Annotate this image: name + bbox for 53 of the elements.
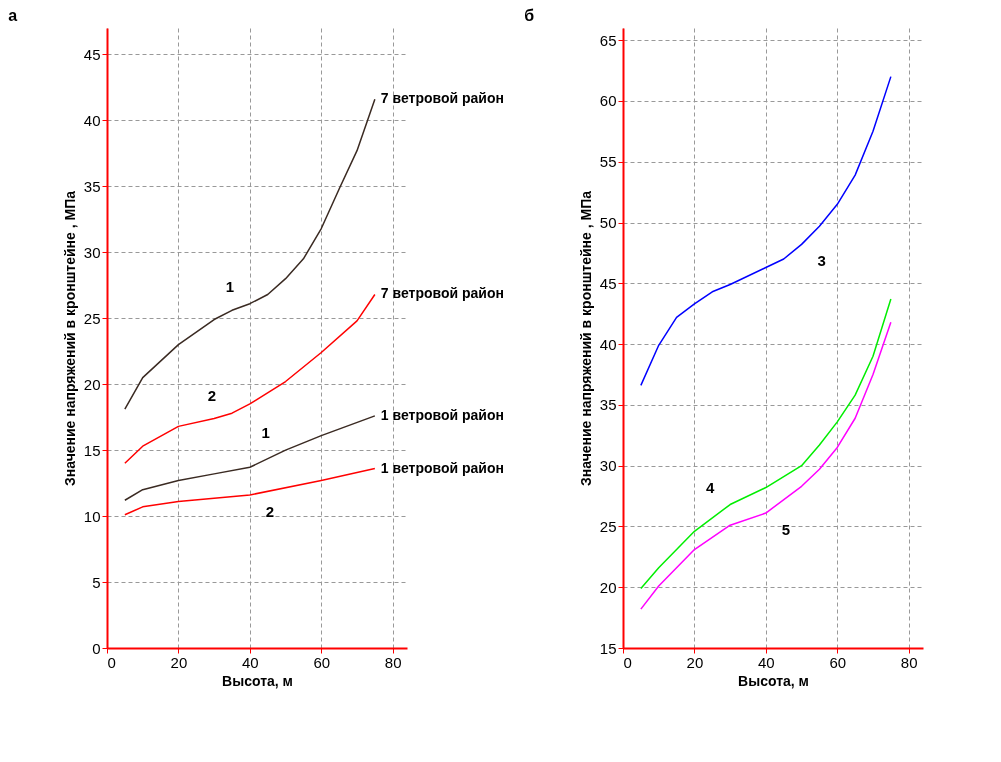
x-axis-title: Высота, м [738, 672, 809, 689]
y-tick-label: 20 [83, 375, 101, 393]
annotation: 2 [265, 502, 275, 520]
y-tick-label: 15 [83, 441, 101, 459]
y-tick-label: 10 [83, 507, 101, 525]
x-tick-label: 0 [107, 653, 116, 671]
y-tick-label: 30 [599, 457, 617, 475]
y-tick-label: 45 [83, 45, 101, 63]
x-tick-label: 60 [313, 653, 331, 671]
x-tick-label: 80 [900, 653, 918, 671]
series-label: 1 ветровой район [380, 406, 504, 423]
y-tick-label: 65 [599, 31, 617, 49]
annotation: 1 [261, 424, 270, 442]
y-tick-label: 50 [599, 214, 617, 232]
y-tick-label: 20 [599, 578, 617, 596]
x-tick-label: 0 [623, 653, 632, 671]
x-tick-label: 40 [242, 653, 259, 671]
y-tick-label: 5 [92, 573, 101, 591]
series-label: 7 ветровой район [380, 285, 504, 302]
x-axis-title: Высота, м [222, 672, 293, 689]
annotation: 3 [817, 252, 826, 270]
y-tick-label: 25 [83, 309, 101, 327]
line-series [124, 98, 376, 410]
y-tick-label: 55 [599, 153, 617, 171]
y-tick-label: 40 [599, 335, 617, 353]
x-tick-label: 20 [170, 653, 188, 671]
y-tick-label: 35 [83, 177, 101, 195]
y-tick-label: 25 [599, 517, 617, 535]
annotation: 4 [705, 478, 715, 496]
y-tick-label: 15 [599, 639, 617, 657]
line-series [124, 415, 376, 502]
y-tick-label: 0 [92, 639, 101, 657]
y-tick-label: 30 [83, 243, 101, 261]
y-tick-label: 45 [599, 274, 617, 292]
x-tick-label: 80 [384, 653, 402, 671]
line-series [124, 467, 376, 516]
chart-title: б [524, 7, 535, 24]
chart-title: а [8, 7, 18, 24]
y-tick-label: 60 [599, 92, 617, 110]
annotation: 1 [225, 277, 235, 295]
x-tick-label: 60 [829, 653, 847, 671]
annotation: 2 [207, 387, 217, 405]
x-tick-label: 20 [686, 653, 704, 671]
series-label: 7 ветровой район [380, 90, 504, 107]
y-axis-title: Значение напряжений в кронштейне , МПа [61, 190, 78, 487]
x-tick-label: 40 [758, 653, 775, 671]
y-tick-label: 35 [599, 396, 617, 414]
annotation: 5 [781, 521, 791, 539]
line-series [640, 75, 892, 387]
y-tick-label: 40 [83, 111, 101, 129]
y-axis-title: Значение напряжений в кронштейне , МПа [577, 190, 594, 487]
series-label: 1 ветровой район [380, 459, 504, 476]
line-series [124, 293, 376, 465]
